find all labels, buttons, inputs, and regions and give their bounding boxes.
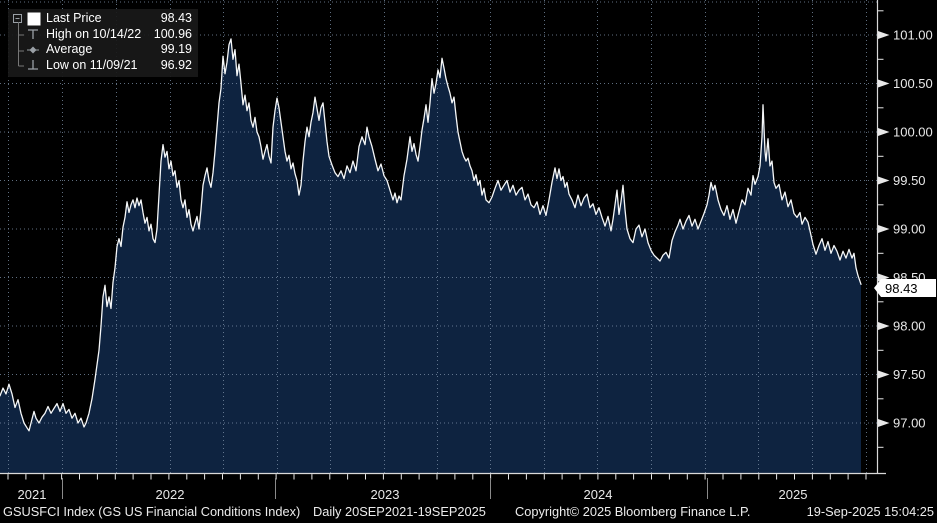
x-year-label: 2025 [779,487,808,502]
x-year-label: 2022 [156,487,185,502]
y-tick-label: 100.50 [893,76,933,91]
legend-value: 99.19 [160,42,192,57]
copyright-text: Copyright© 2025 Bloomberg Finance L.P. [515,504,751,519]
y-tick-label: 97.50 [893,367,926,382]
legend-expand-toggle-icon[interactable] [12,13,23,24]
last-price-tag-value: 98.43 [885,281,918,296]
y-tick-arrow-icon [878,419,890,427]
average-marker-icon [27,46,39,54]
high-marker-icon [28,29,38,40]
legend-value: 100.96 [153,26,192,41]
y-tick-label: 99.50 [893,173,926,188]
legend-value: 96.92 [160,57,192,72]
y-tick-label: 101.00 [893,28,933,43]
y-tick-arrow-icon [878,79,890,88]
legend-label: Last Price [46,11,102,26]
legend-label: High on 10/14/22 [46,26,142,41]
y-tick-arrow-icon [878,225,890,233]
legend-value: 98.43 [160,11,192,26]
x-year-label: 2024 [584,487,613,502]
status-bar: GSUSFCI Index (GS US Financial Condition… [0,502,937,523]
legend-row-high[interactable]: High on 10/14/22 100.96 [12,27,192,43]
last-price-swatch-icon [27,12,41,26]
series-area-fill [0,38,861,474]
legend-label: Average [46,42,93,57]
low-marker-icon [28,60,38,70]
y-tick-arrow-icon [878,176,890,185]
x-year-label: 2021 [18,487,47,502]
y-tick-arrow-icon [878,128,890,136]
y-tick-arrow-icon [878,370,890,379]
y-tick-label: 99.00 [893,222,926,237]
legend-row-low[interactable]: Low on 11/09/21 96.92 [12,58,192,74]
legend-row-average[interactable]: Average 99.19 [12,42,192,58]
legend-label: Low on 11/09/21 [46,57,138,72]
chart-period: Daily 20SEP2021-19SEP2025 [313,504,486,519]
y-tick-label: 98.00 [893,319,926,334]
x-year-label: 2023 [371,487,400,502]
chart-legend: Last Price 98.43 High on 10/14/22 100.96… [8,9,198,77]
y-tick-arrow-icon [878,322,890,330]
last-price-tag [874,279,936,297]
timestamp: 19-Sep-2025 15:04:25 [806,504,934,519]
price-line-series [0,38,862,432]
security-title: GSUSFCI Index (GS US Financial Condition… [3,504,301,519]
y-tick-label: 100.00 [893,125,933,140]
y-tick-label: 97.00 [893,416,926,431]
legend-row-last-price[interactable]: Last Price 98.43 [12,11,192,27]
y-tick-arrow-icon [878,31,890,39]
